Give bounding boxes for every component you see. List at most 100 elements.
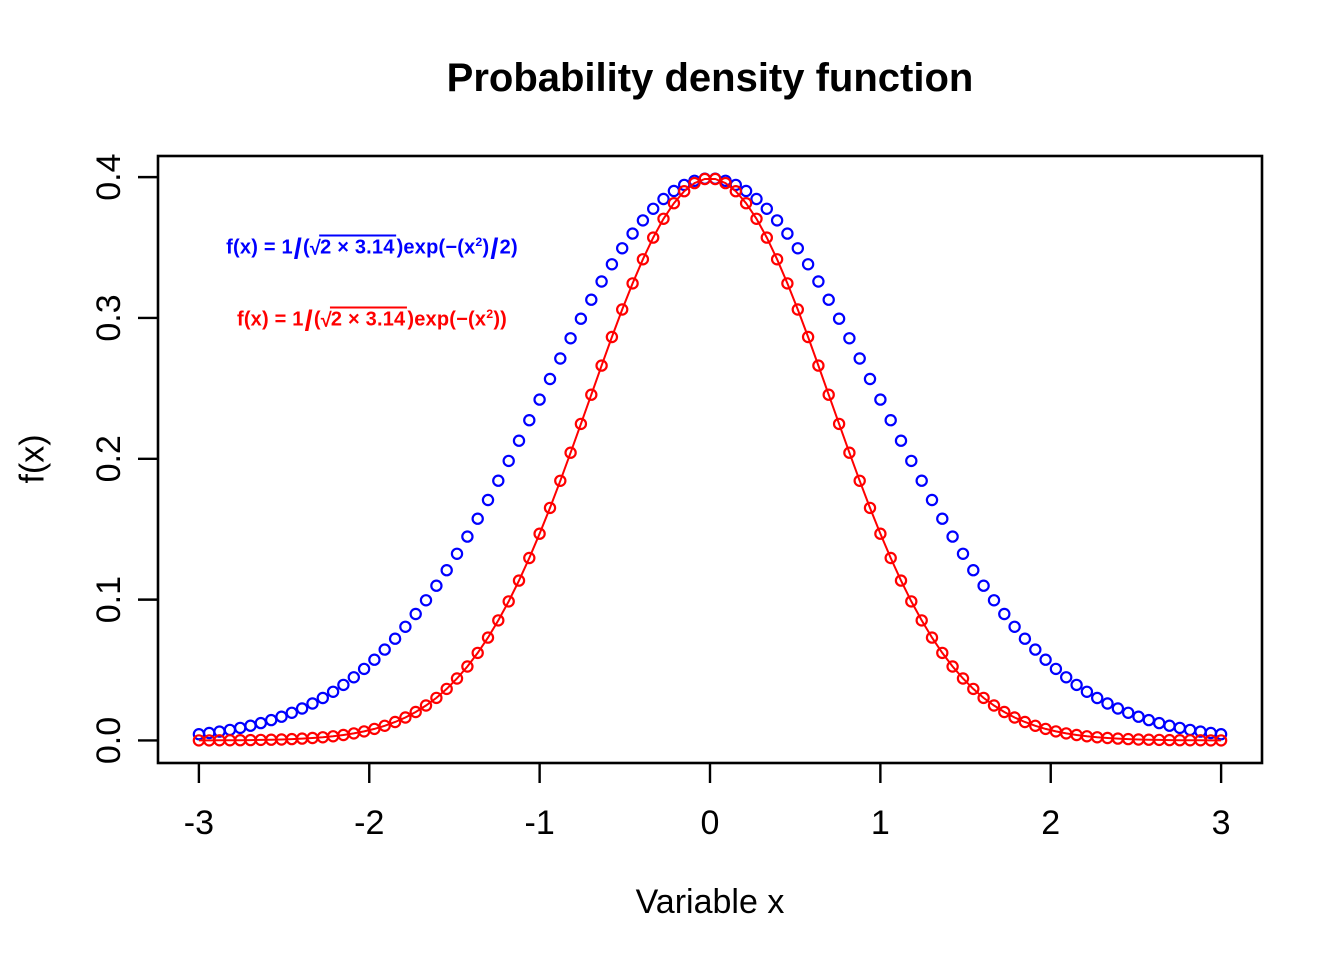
marker-circle (585, 293, 598, 306)
marker-circle (657, 212, 670, 225)
marker-circle (523, 551, 536, 565)
formula-text: ) (482, 236, 490, 259)
marker-circle (936, 512, 949, 525)
marker-circle (378, 643, 391, 656)
marker-circle (316, 691, 329, 705)
formula-text: 2) (499, 236, 518, 259)
marker-circle (471, 512, 484, 525)
marker-circle (419, 594, 433, 607)
marker-circle (760, 202, 774, 215)
formula-sqrt: √2 × 3.14 (309, 234, 397, 260)
sqrt-radical-icon: √ (320, 309, 332, 332)
marker-circle (1142, 713, 1156, 727)
marker-circle (326, 685, 340, 699)
marker-circle (523, 414, 536, 427)
marker-circle (399, 711, 412, 724)
marker-circle (967, 682, 980, 696)
marker-circle (368, 653, 381, 666)
x-tick-label: -3 (184, 804, 214, 842)
marker-circle (998, 705, 1011, 719)
marker-circle (533, 527, 546, 540)
marker-circle (512, 574, 526, 587)
x-tick-label: 1 (871, 804, 890, 842)
marker-circle (1008, 711, 1021, 724)
chart-title: Probability density function (446, 56, 974, 100)
marker-circle (791, 242, 805, 255)
marker-circle (905, 454, 918, 468)
x-tick-label: 0 (701, 804, 720, 842)
formula-text: )exp(−(x (396, 236, 476, 259)
formula-annotation-blue: f(x) = 1/(√2 × 3.14)exp(−(x2)/2) (226, 233, 518, 266)
marker-circle (812, 359, 825, 372)
marker-circle (719, 176, 732, 190)
marker-circle (977, 579, 990, 592)
marker-circle (295, 702, 309, 715)
marker-circle (843, 332, 856, 345)
marker-circle (822, 388, 835, 401)
sqrt-radical-icon: √ (309, 237, 322, 260)
marker-circle (925, 493, 939, 507)
marker-circle (574, 417, 588, 431)
marker-circle (1070, 678, 1083, 692)
marker-circle (388, 632, 402, 645)
marker-circle (1039, 653, 1052, 666)
marker-circle (430, 579, 443, 592)
marker-circle (626, 227, 639, 240)
sqrt-radicand: 2 × 3.14 (319, 234, 397, 259)
marker-circle (1214, 728, 1228, 741)
marker-circle (1111, 702, 1125, 715)
marker-circle (884, 551, 897, 565)
marker-circle (801, 330, 815, 344)
marker-circle (863, 501, 877, 515)
marker-circle (409, 607, 422, 621)
marker-circle (440, 564, 453, 577)
marker-circle (894, 434, 908, 447)
marker-circle (915, 474, 928, 487)
marker-circle (265, 713, 278, 727)
x-tick-label: 2 (1041, 804, 1060, 842)
marker-circle (440, 682, 453, 696)
formula-text: f(x) = 1 (236, 308, 304, 331)
formula-superscript: 2 (475, 234, 483, 249)
marker-circle (667, 184, 681, 198)
marker-circle (1101, 697, 1114, 710)
marker-circle (874, 527, 887, 540)
marker-circle (647, 202, 660, 215)
formula-text: f(x) = 1 (226, 236, 293, 259)
marker-circle (481, 493, 495, 507)
marker-circle (585, 388, 598, 401)
marker-circle (1008, 620, 1021, 634)
marker-circle (233, 721, 247, 735)
marker-circle (1183, 723, 1197, 737)
marker-circle (595, 359, 608, 372)
marker-circle (471, 646, 484, 660)
marker-circle (378, 719, 391, 733)
series-red (192, 172, 1228, 747)
formula-text: ( (303, 236, 310, 259)
marker-circle (1090, 691, 1104, 705)
marker-circle (739, 196, 753, 210)
marker-circle (853, 474, 866, 487)
marker-circle (853, 352, 866, 365)
marker-circle (605, 330, 619, 344)
marker-circle (1018, 632, 1032, 645)
marker-circle (1049, 662, 1063, 676)
y-tick-label: 0.3 (90, 294, 128, 341)
sqrt-radicand: 2 × 3.14 (329, 306, 408, 331)
marker-circle (419, 699, 433, 712)
marker-circle (347, 671, 360, 684)
marker-circle (998, 607, 1011, 621)
marker-circle (636, 253, 650, 266)
formula-annotation-red: f(x) = 1/(√2 × 3.14)exp(−(x2)) (236, 305, 508, 338)
marker-circle (1152, 716, 1166, 730)
marker-circle (554, 474, 567, 487)
marker-circle (832, 312, 846, 325)
marker-circle (502, 595, 515, 608)
marker-circle (647, 231, 660, 244)
marker-circle (750, 192, 763, 206)
formula-superscript: 2 (486, 306, 494, 321)
marker-circle (636, 214, 650, 227)
marker-circle (512, 434, 526, 447)
x-tick-label: -1 (525, 804, 555, 842)
series-line-red (198, 178, 1222, 742)
